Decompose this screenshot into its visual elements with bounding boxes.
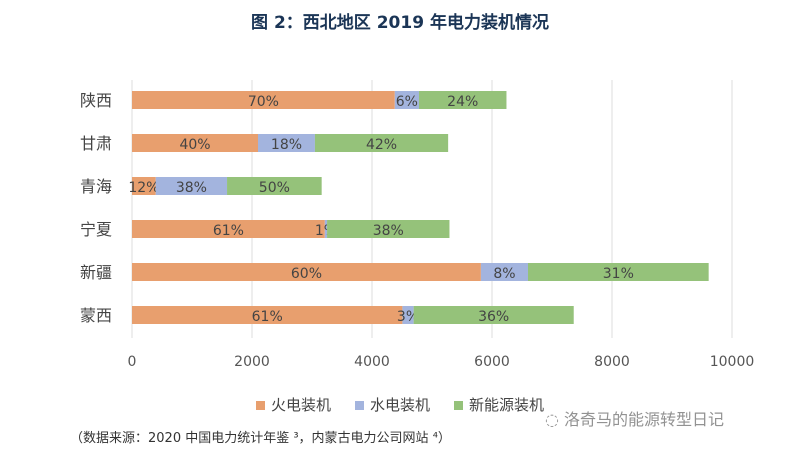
data-label: 31% xyxy=(603,266,634,282)
data-label: 36% xyxy=(478,309,509,325)
bar-segment xyxy=(132,91,395,109)
data-label: 38% xyxy=(176,180,207,196)
x-tick-label: 0 xyxy=(128,354,137,370)
data-label: 70% xyxy=(248,94,279,110)
x-tick-label: 2000 xyxy=(234,354,270,370)
bar-segment xyxy=(132,134,258,152)
legend-label: 火电装机 xyxy=(270,396,331,414)
bar-segment xyxy=(327,220,450,238)
bar-segment xyxy=(480,263,528,281)
bar-segment xyxy=(132,306,403,324)
bar-segment xyxy=(314,134,449,152)
legend-swatch xyxy=(454,401,463,410)
data-label: 38% xyxy=(373,223,404,239)
x-tick-label: 8000 xyxy=(594,354,630,370)
data-label: 18% xyxy=(271,137,302,153)
x-tick-label: 10000 xyxy=(710,354,755,370)
legend-label: 水电装机 xyxy=(369,396,430,414)
source-note: （数据来源：2020 中国电力统计年鉴 ³，内蒙古电力公司网站 ⁴） xyxy=(70,431,451,446)
chart-title: 图 2：西北地区 2019 年电力装机情况 xyxy=(251,13,549,33)
legend-item: 火电装机 xyxy=(255,394,331,415)
category-label: 陕西 xyxy=(80,91,112,110)
category-label: 青海 xyxy=(80,177,112,196)
data-label: 12% xyxy=(128,180,159,196)
bar-segment xyxy=(324,220,328,238)
category-label: 宁夏 xyxy=(80,220,112,239)
data-label: 6% xyxy=(396,94,418,110)
bar-segment xyxy=(132,220,325,238)
x-tick-label: 6000 xyxy=(474,354,510,370)
legend-swatch xyxy=(255,401,265,410)
bar-segment xyxy=(258,134,315,152)
data-label: 42% xyxy=(366,137,397,153)
data-label: 61% xyxy=(213,223,244,239)
data-label: 8% xyxy=(493,266,515,282)
legend-label: 新能源装机 xyxy=(469,396,545,414)
data-label: 24% xyxy=(447,94,478,110)
watermark: ◌ 洛奇马的能源转型日记 xyxy=(545,406,724,430)
watermark-text: 洛奇马的能源转型日记 xyxy=(564,410,725,429)
bar-segment xyxy=(528,263,709,281)
data-label: 3% xyxy=(397,309,419,325)
data-label: 50% xyxy=(259,180,290,196)
bar-segment xyxy=(132,263,481,281)
x-tick-label: 4000 xyxy=(354,354,390,370)
bar-segment xyxy=(394,91,419,109)
wechat-icon: ◌ xyxy=(545,410,565,429)
bar-segment xyxy=(413,306,574,324)
data-label: 40% xyxy=(179,137,210,153)
bar-segment xyxy=(227,177,322,195)
category-label: 新疆 xyxy=(80,263,112,282)
bar-segment xyxy=(402,306,414,324)
legend: 火电装机 水电装机 新能源装机 xyxy=(0,394,800,415)
bar-segment xyxy=(155,177,228,195)
legend-swatch xyxy=(354,401,364,410)
data-label: 61% xyxy=(252,309,283,325)
bar-segment xyxy=(132,177,156,195)
legend-item: 水电装机 xyxy=(354,394,430,415)
data-label: 60% xyxy=(291,266,322,282)
category-label: 蒙西 xyxy=(80,306,112,325)
legend-item: 新能源装机 xyxy=(454,394,544,415)
category-label: 甘肃 xyxy=(80,134,112,153)
bar-segment xyxy=(418,91,507,109)
